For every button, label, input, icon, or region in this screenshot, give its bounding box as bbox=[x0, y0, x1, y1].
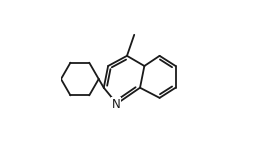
Text: N: N bbox=[112, 98, 120, 111]
